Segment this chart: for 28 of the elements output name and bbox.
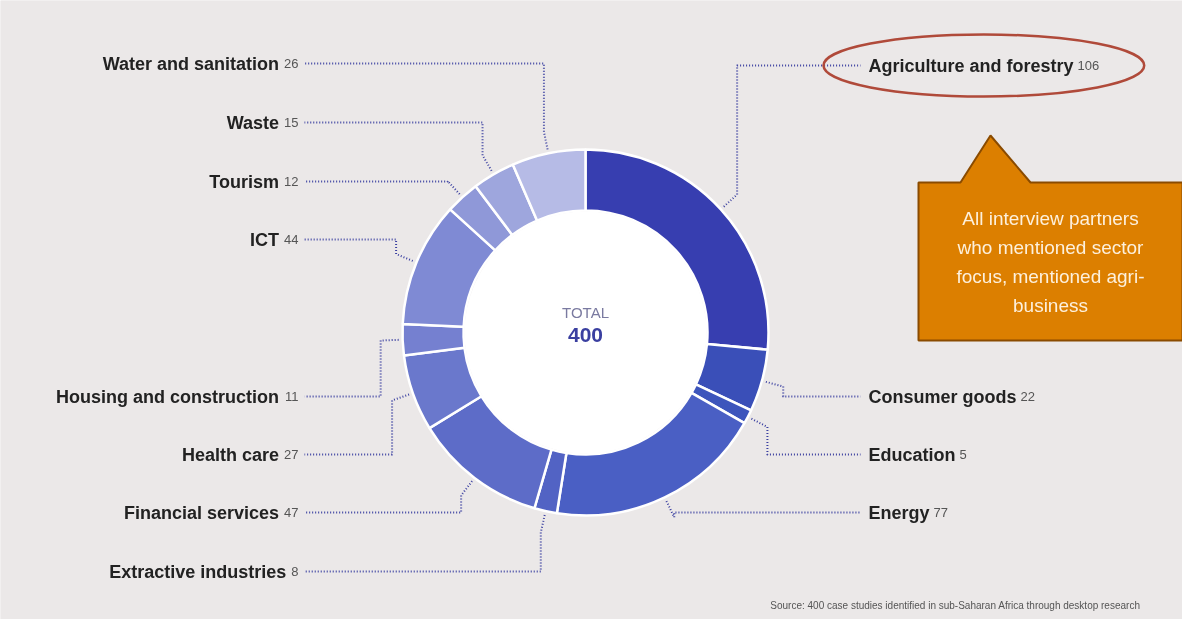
slice-label: Energy (868, 502, 930, 523)
data-label: 77 (933, 505, 948, 520)
text: TOTAL (562, 304, 609, 321)
slice-label: Agriculture and forestry (868, 55, 1074, 76)
slice-label: Education (868, 444, 956, 465)
data-label: 26 (284, 56, 299, 71)
data-label: 27 (284, 447, 299, 462)
slice-label: Extractive industries (109, 561, 287, 582)
text: All interview partners who mentioned sector focus, mentioned agri-business (956, 208, 1145, 316)
data-label: 5 (959, 447, 967, 462)
slice-label: Health care (182, 444, 280, 465)
slice-label: Housing and construction (56, 386, 280, 407)
data-label: 47 (284, 505, 299, 520)
data-label: 44 (284, 232, 299, 247)
data-label: 15 (284, 115, 299, 130)
slice-label: Water and sanitation (102, 53, 280, 74)
data-label: 8 (291, 564, 299, 579)
text: 400 (567, 322, 604, 346)
slice-label: Consumer goods (868, 386, 1017, 407)
slice-label: Financial services (123, 502, 280, 523)
slice-label: ICT (250, 229, 280, 250)
data-label: 11 (285, 389, 299, 404)
data-label: 106 (1077, 58, 1100, 73)
data-label: 22 (1020, 389, 1035, 404)
source-note: Source: 400 case studies identified in sub-Saharan Africa through desktop research (770, 600, 1140, 611)
data-label: 12 (284, 174, 299, 189)
slice-label: Tourism (209, 171, 280, 192)
slice-label: Waste (226, 112, 280, 133)
